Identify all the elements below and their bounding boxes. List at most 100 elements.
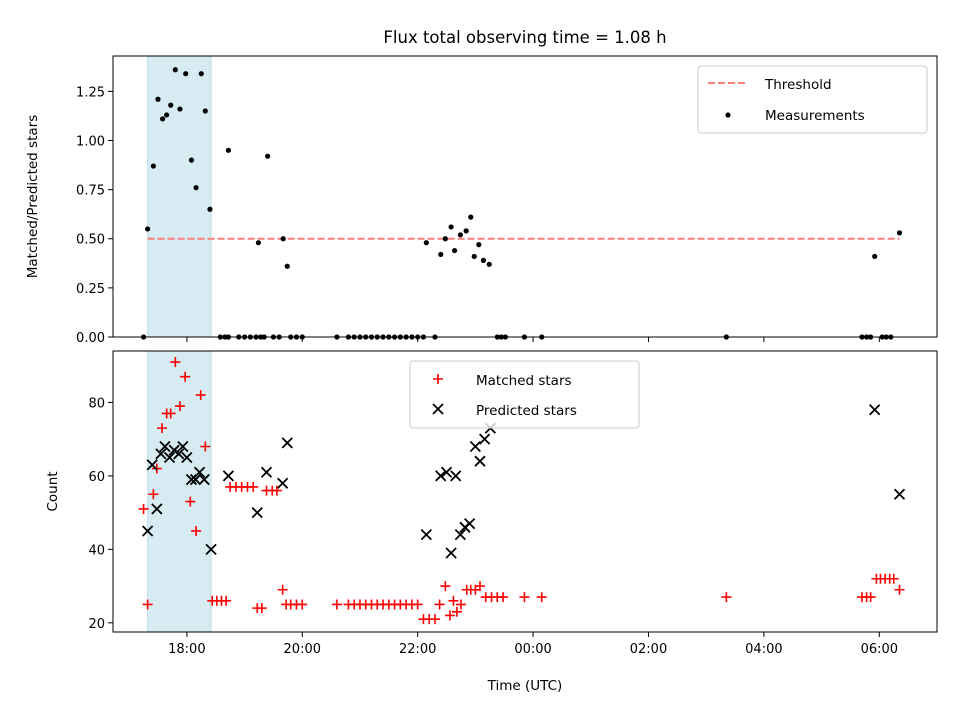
measurement-point xyxy=(438,251,444,258)
matched-star-point xyxy=(138,503,149,514)
legend: Matched stars Predicted stars xyxy=(409,360,640,429)
y-axis-label: Count xyxy=(45,471,61,511)
predicted-star-point xyxy=(435,470,447,482)
predicted-star-point xyxy=(463,518,476,530)
predicted-star-point xyxy=(222,470,235,482)
matched-star-point xyxy=(429,614,440,625)
measurement-point xyxy=(225,147,232,153)
measurement-point xyxy=(476,242,482,248)
y-tick-label: 40 xyxy=(88,543,105,558)
matched-star-point xyxy=(451,606,462,617)
highlight-span xyxy=(147,350,212,633)
measurement-point xyxy=(188,157,195,163)
predicted-star-point xyxy=(251,506,263,519)
matched-star-point xyxy=(474,581,485,592)
measurement-point xyxy=(160,116,166,122)
predicted-star-point xyxy=(445,547,457,559)
x-tick-label: 06:00 xyxy=(861,642,898,657)
measurement-point xyxy=(457,232,463,238)
measurement-point xyxy=(168,102,174,108)
measurement-point xyxy=(207,206,213,212)
matched-star-point xyxy=(248,481,259,492)
predicted-star-point xyxy=(450,470,462,482)
measurement-point xyxy=(172,67,178,73)
legend-measurements-swatch xyxy=(725,112,731,118)
matched-star-point xyxy=(444,610,455,621)
predicted-star-point xyxy=(277,477,289,489)
measurement-point xyxy=(284,263,290,269)
measurement-point xyxy=(423,240,429,246)
measurement-point xyxy=(145,226,151,232)
measurement-point xyxy=(896,230,903,236)
y-tick-label: 1.00 xyxy=(76,134,105,149)
measurement-point xyxy=(486,261,492,267)
legend-predicted-swatch xyxy=(432,403,444,415)
matched-star-point xyxy=(297,599,308,610)
matched-star-point xyxy=(440,581,451,592)
matched-star-point xyxy=(170,357,181,368)
measurement-point xyxy=(265,153,271,159)
predicted-star-point xyxy=(193,466,206,478)
x-tick-label: 22:00 xyxy=(399,642,436,657)
legend-box xyxy=(409,360,640,429)
axes-frame xyxy=(112,350,938,633)
bottom-panel: 20 40 60 80 Count 18:00 20:00 22:00 00:00 02:00 04… xyxy=(45,350,938,657)
legend-predicted-label: Predicted stars xyxy=(476,403,577,419)
predicted-star-point xyxy=(474,455,486,467)
predicted-star-point xyxy=(869,404,881,416)
measurement-point xyxy=(448,224,454,230)
highlight-span xyxy=(147,55,212,338)
matched-star-point xyxy=(519,592,530,603)
measurement-point xyxy=(155,96,161,102)
x-tick-label: 00:00 xyxy=(514,642,551,657)
matched-star-point xyxy=(174,401,185,412)
matched-star-point xyxy=(256,603,267,614)
matched-star-point xyxy=(434,599,445,610)
matched-star-point xyxy=(221,595,232,606)
matched-star-point xyxy=(142,599,153,610)
matched-star-point xyxy=(191,525,202,536)
y-tick-label: 0.00 xyxy=(76,331,105,346)
predicted-star-point xyxy=(159,440,171,453)
y-tick-label: 0.25 xyxy=(76,282,105,297)
matched-star-point xyxy=(412,599,423,610)
matched-star-point xyxy=(200,441,211,452)
matched-star-point xyxy=(331,599,342,610)
y-tick-label: 20 xyxy=(88,617,105,632)
measurement-point xyxy=(198,71,204,77)
matched-star-point xyxy=(180,371,191,382)
predicted-star-point xyxy=(189,473,202,486)
predicted-star-point xyxy=(893,488,906,500)
measurement-point xyxy=(480,257,487,263)
predicted-star-point xyxy=(163,451,176,464)
predicted-star-point xyxy=(151,503,163,515)
legend-threshold-label: Threshold xyxy=(764,77,832,93)
matched-star-point xyxy=(185,496,196,507)
measurement-point xyxy=(255,240,262,246)
legend-box xyxy=(697,65,928,134)
y-tick-label: 80 xyxy=(88,396,105,411)
measurement-point xyxy=(150,163,156,169)
top-panel: 0.00 0.25 0.50 0.75 1.00 1.25 Matched/Predicte… xyxy=(25,55,938,346)
predicted-star-point xyxy=(260,466,273,478)
y-tick-label: 1.25 xyxy=(76,85,105,100)
predicted-star-point xyxy=(478,433,491,445)
y-tick-label: 0.75 xyxy=(76,184,105,199)
axes-frame xyxy=(112,55,938,338)
matched-star-point xyxy=(721,592,732,603)
matched-star-point xyxy=(894,584,905,595)
matched-star-point xyxy=(498,592,509,603)
matched-star-point xyxy=(536,592,547,603)
predicted-star-point xyxy=(420,529,432,541)
predicted-star-point xyxy=(181,451,193,464)
matched-star-point xyxy=(148,489,159,500)
predicted-star-point xyxy=(440,466,453,478)
x-tick-label: 02:00 xyxy=(630,642,667,657)
measurement-point xyxy=(193,185,199,191)
legend-matched-swatch xyxy=(433,374,443,384)
y-tick-label: 0.50 xyxy=(76,233,105,248)
measurement-point xyxy=(463,228,469,234)
matched-star-point xyxy=(271,485,282,496)
series-predicted-stars xyxy=(141,404,906,559)
